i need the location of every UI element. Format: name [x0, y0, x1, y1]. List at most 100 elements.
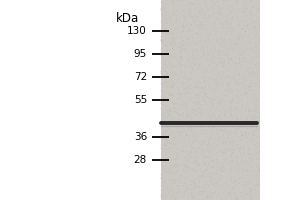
Point [160, 55, 165, 58]
Point [231, 159, 236, 162]
Point [200, 51, 205, 54]
Point [245, 180, 250, 183]
Point [239, 10, 244, 13]
Point [211, 178, 216, 181]
Point [171, 30, 176, 33]
Point [227, 84, 232, 87]
Point [214, 32, 218, 35]
Point [250, 14, 255, 17]
Point [183, 49, 188, 52]
Point [213, 177, 218, 180]
Point [223, 99, 228, 103]
Point [178, 56, 183, 59]
Point [231, 48, 236, 51]
Point [217, 12, 221, 15]
Point [193, 48, 197, 52]
Point [212, 138, 217, 141]
Point [255, 119, 260, 122]
Point [213, 77, 218, 80]
Point [163, 101, 168, 104]
Point [251, 147, 256, 150]
Point [168, 109, 172, 113]
Point [246, 32, 251, 35]
Point [159, 32, 164, 35]
Point [257, 36, 262, 39]
Point [176, 64, 181, 68]
Point [183, 82, 188, 85]
Point [158, 95, 163, 98]
Point [223, 188, 228, 191]
Point [222, 172, 227, 176]
Point [164, 22, 168, 25]
Point [248, 8, 253, 11]
Point [206, 81, 211, 84]
Point [160, 26, 165, 29]
Point [168, 42, 172, 45]
Point [172, 101, 177, 104]
Point [193, 2, 198, 5]
Point [193, 134, 198, 137]
Point [208, 118, 213, 121]
Point [208, 96, 212, 100]
Point [201, 173, 206, 177]
Point [247, 89, 252, 92]
Point [183, 142, 188, 145]
Point [181, 149, 185, 152]
Point [207, 56, 212, 59]
Point [251, 164, 256, 167]
Point [240, 56, 245, 59]
Point [201, 186, 206, 190]
Point [242, 152, 247, 155]
Point [202, 138, 207, 142]
Point [202, 24, 206, 27]
Point [168, 165, 173, 168]
Point [183, 65, 188, 68]
Point [166, 33, 171, 37]
Point [224, 167, 229, 170]
Point [196, 25, 201, 28]
Point [233, 125, 238, 128]
Point [193, 56, 198, 60]
Point [256, 7, 261, 11]
Point [224, 176, 229, 179]
Point [190, 197, 195, 200]
Point [191, 60, 196, 63]
Point [202, 100, 207, 104]
Point [230, 23, 235, 26]
Point [210, 61, 215, 65]
Point [167, 108, 172, 111]
Point [241, 28, 246, 31]
Point [192, 86, 197, 89]
Point [202, 189, 206, 192]
Point [164, 59, 169, 62]
Point [211, 160, 216, 163]
Point [251, 193, 256, 196]
Point [216, 112, 221, 115]
Point [207, 135, 212, 138]
Point [189, 193, 194, 196]
Point [218, 104, 223, 107]
Point [164, 21, 169, 25]
Point [188, 144, 192, 147]
Point [198, 122, 203, 125]
Point [214, 183, 218, 186]
Point [174, 86, 179, 89]
Point [196, 174, 200, 177]
Point [199, 8, 203, 11]
Point [179, 25, 184, 28]
Point [213, 184, 218, 187]
Point [243, 130, 248, 133]
Point [185, 184, 190, 187]
Point [188, 39, 193, 42]
Point [247, 86, 252, 89]
Point [230, 136, 234, 139]
Point [225, 115, 230, 118]
Point [254, 161, 259, 165]
Point [248, 146, 253, 150]
Point [206, 126, 211, 129]
Point [164, 58, 169, 61]
Point [197, 23, 202, 26]
Point [206, 49, 210, 52]
Point [229, 129, 234, 132]
Point [222, 150, 227, 153]
